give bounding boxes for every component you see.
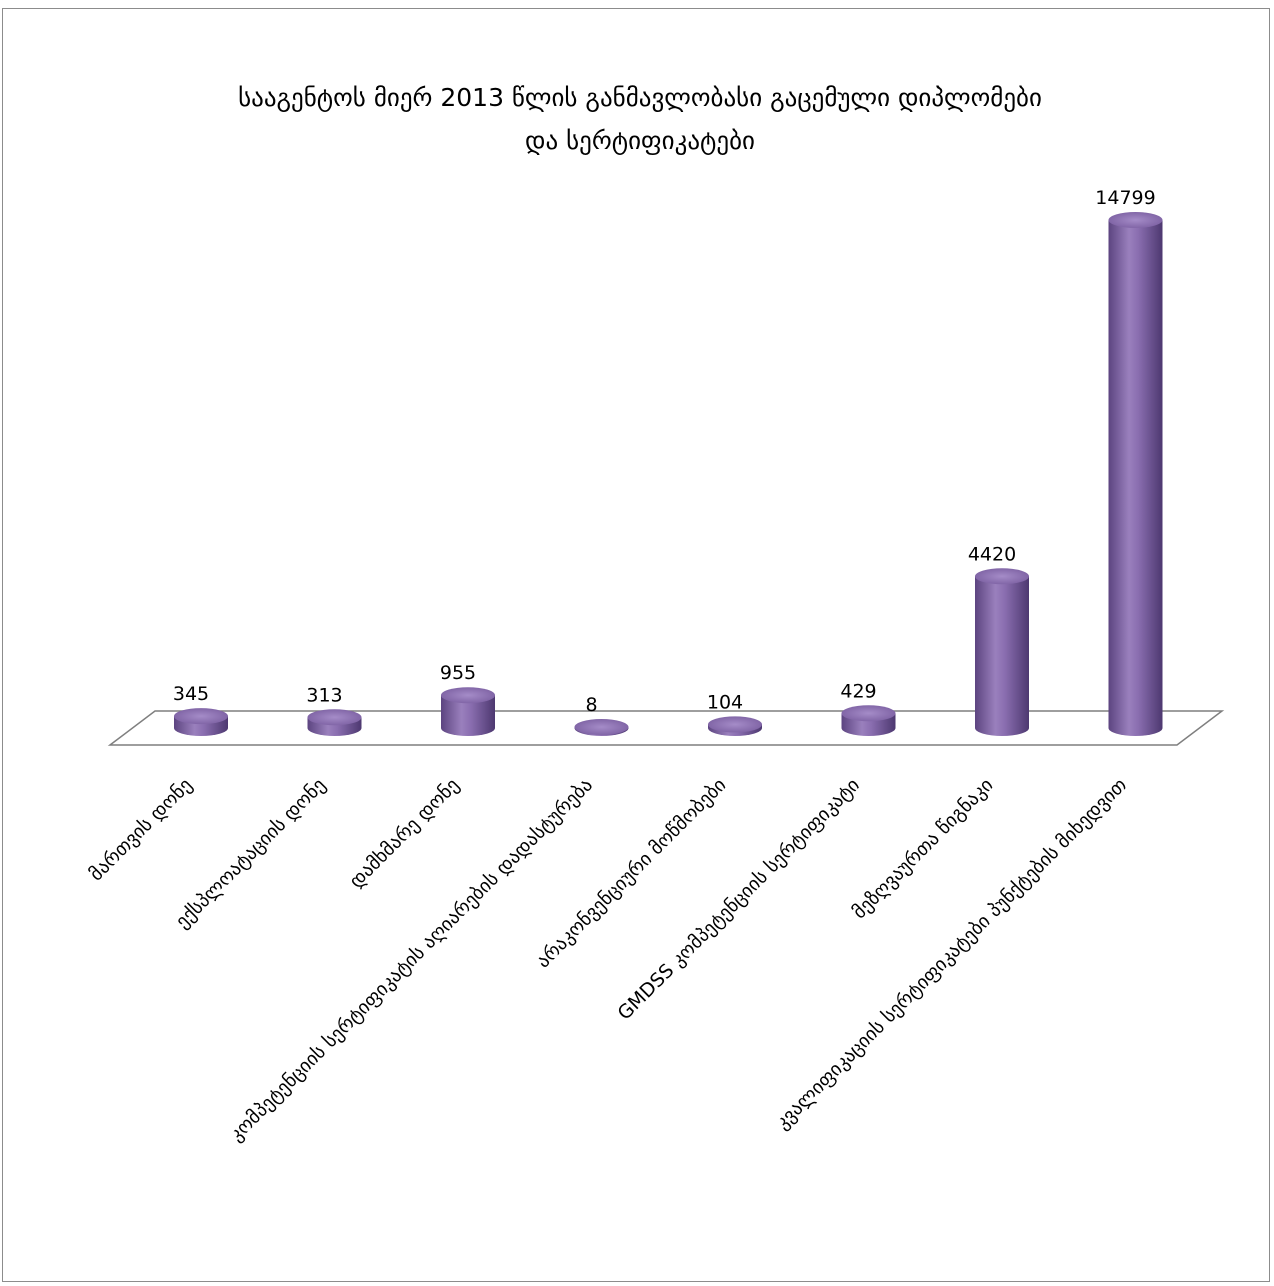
bar-body [441,695,495,736]
chart-floor [107,710,1225,746]
bars-layer [174,212,1163,736]
category-label: მეზღვაურთა წიგნაკი [848,774,997,923]
bar [441,687,495,736]
value-labels-layer: 345 313 955 8 104 429 4420 14799 [173,187,1156,716]
bar [1108,212,1163,736]
chart-title-line-2: და სერტიფიკატები [525,126,755,155]
chart-frame [2,8,1270,1282]
category-label: დამხმარე დონე [345,774,463,892]
bar [708,716,762,736]
category-label: ექსპლოატაციის დონე [171,774,330,933]
bar-value-label: 345 [173,683,209,705]
bar-value-label: 104 [707,691,743,713]
bar-value-label: 8 [585,694,597,716]
bar-top [975,568,1029,585]
bar-top [174,708,228,725]
bar-body [975,576,1029,736]
bar [174,708,228,736]
bar-top [441,687,495,704]
chart-title-line-1: სააგენტოს მიერ 2013 წლის განმავლობასი გა… [238,83,1042,112]
bar-body [1108,220,1163,736]
category-label: GMDSS კომპეტენციის სერტიფიკატი [613,774,864,1025]
bar-top [574,719,629,735]
bar [574,719,629,736]
bar-top [1108,212,1163,228]
bar-value-label: 313 [306,684,342,706]
bar [975,568,1029,736]
bar [841,705,896,736]
bar-value-label: 4420 [968,543,1016,565]
bar [307,709,362,736]
bar-value-label: 14799 [1095,187,1155,209]
chart-title: სააგენტოს მიერ 2013 წლის განმავლობასი გა… [238,83,1042,155]
bar-top [841,705,896,722]
bar-value-label: 429 [840,680,876,702]
category-label: მართვის დონე [85,774,196,885]
bar-top [708,716,762,733]
bar-value-label: 955 [440,662,476,684]
bar-top [307,709,362,726]
